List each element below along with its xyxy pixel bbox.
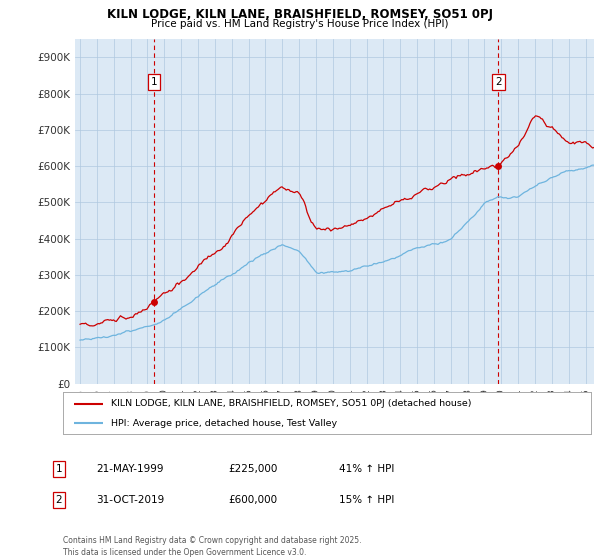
Text: 41% ↑ HPI: 41% ↑ HPI (339, 464, 394, 474)
Text: 2: 2 (495, 77, 502, 87)
Text: 1: 1 (151, 77, 157, 87)
Text: 15% ↑ HPI: 15% ↑ HPI (339, 495, 394, 505)
Text: KILN LODGE, KILN LANE, BRAISHFIELD, ROMSEY, SO51 0PJ: KILN LODGE, KILN LANE, BRAISHFIELD, ROMS… (107, 8, 493, 21)
Text: 31-OCT-2019: 31-OCT-2019 (96, 495, 164, 505)
Text: £225,000: £225,000 (228, 464, 277, 474)
Text: 2: 2 (55, 495, 62, 505)
Text: Price paid vs. HM Land Registry's House Price Index (HPI): Price paid vs. HM Land Registry's House … (151, 19, 449, 29)
Text: 21-MAY-1999: 21-MAY-1999 (96, 464, 163, 474)
Text: £600,000: £600,000 (228, 495, 277, 505)
Text: 1: 1 (55, 464, 62, 474)
Text: KILN LODGE, KILN LANE, BRAISHFIELD, ROMSEY, SO51 0PJ (detached house): KILN LODGE, KILN LANE, BRAISHFIELD, ROMS… (110, 399, 471, 408)
Text: Contains HM Land Registry data © Crown copyright and database right 2025.
This d: Contains HM Land Registry data © Crown c… (63, 536, 361, 557)
Text: HPI: Average price, detached house, Test Valley: HPI: Average price, detached house, Test… (110, 418, 337, 428)
